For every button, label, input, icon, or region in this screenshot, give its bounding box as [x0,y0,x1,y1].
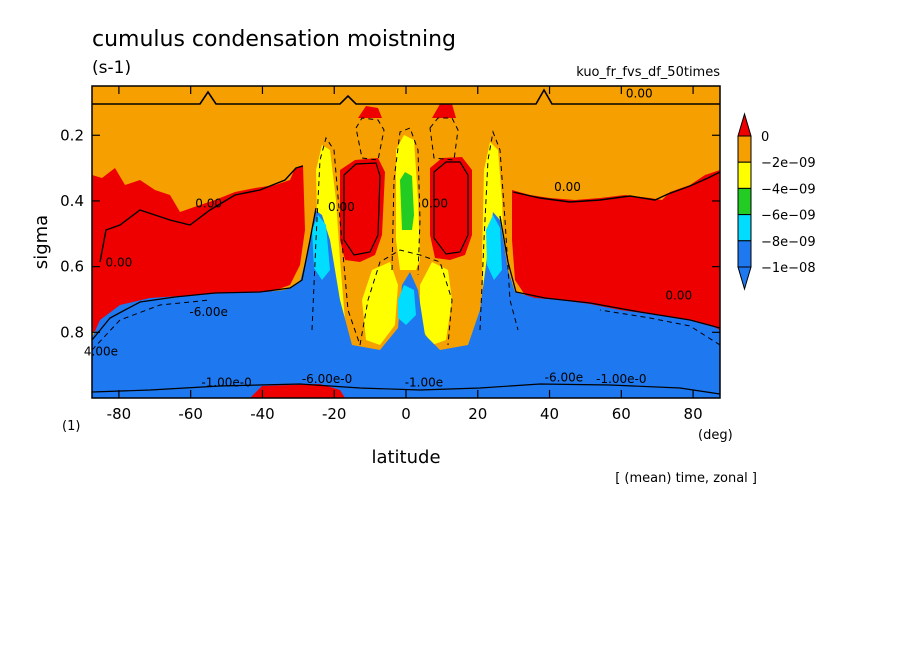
run-name-label: kuo_fr_fvs_df_50times [576,65,720,80]
y-tick-label: 0.2 [60,126,84,144]
contour-label: 4.00e [84,344,118,358]
colorbar-label: −8e−09 [761,235,816,250]
chart-title: cumulus condensation moistning [92,27,456,52]
contour-label: 0.00 [195,197,222,211]
contour-label: -6.00e [189,305,227,319]
contour-zero-left [99,165,304,263]
dashed-contours [92,117,720,351]
contour-cell-left [343,162,381,256]
x-axis-label: latitude [371,447,440,468]
y-tick-label: 0.8 [60,323,84,341]
yellow-blob-center-left [362,262,398,345]
contour-label: 0.00 [626,86,653,100]
x-tick-label: -60 [178,405,203,423]
contour-label: 0.00 [554,180,581,194]
contour-label: -1.00e-0 [201,376,251,390]
colorbar-bottom-arrow [737,266,752,291]
contour-cell-right [433,161,469,255]
red-cap-right [432,104,456,118]
yellow-blob-center-right [420,262,452,345]
colorbar-label: −4e−09 [761,182,816,197]
contour-zero-right [512,171,720,203]
colorbar-swatch [737,161,752,189]
contour-label: -6.00e [545,371,583,385]
colorbar-label: −6e−09 [761,209,816,224]
x-tick-label: 0 [401,405,411,423]
x-axis-ticks: -80 -60 -40 -20 0 20 40 60 80 [107,86,703,423]
colorbar-label: −1e−08 [761,261,816,276]
contour-zero-top [92,88,720,105]
colorbar-swatch [737,135,752,163]
x-tick-label: 20 [468,405,487,423]
red-cell-right [430,157,472,260]
colorbar-swatch [737,240,752,268]
colorbar: 0 −2e−09 −4e−09 −6e−09 −8e−09 −1e−08 [737,112,816,291]
y-axis-label: sigma [31,215,52,269]
cyan-patch-center [398,285,416,325]
x-tick-label: 40 [540,405,559,423]
contour-label: -1.00e-0 [596,372,646,386]
y-tick-label: 0.6 [60,258,84,276]
colorbar-swatch [737,214,752,242]
y-tick-label: 0.4 [60,192,84,210]
red-cell-left [340,158,385,262]
contour-boundary-blue [92,207,720,341]
contour-label: -6.00e-0 [302,372,352,386]
y-axis-ticks: 0.2 0.4 0.6 0.8 [60,126,720,341]
colorbar-label: 0 [761,130,769,145]
red-surface-strip [250,384,345,398]
cyan-patch-left [312,215,330,280]
footnote: [ (mean) time, zonal ] [615,471,757,486]
x-tick-label: -20 [322,405,347,423]
contour-labels: 0.00 0.00 0.00 0.00 0.00 0.00 0.00 -6.00e 4.00e -… [84,86,692,389]
x-tick-label: -40 [250,405,275,423]
contour-label: 0.00 [106,256,133,270]
units-label: (s-1) [92,58,131,78]
y-unit-label: (1) [62,419,80,434]
colorbar-label: −2e−09 [761,156,816,171]
contour-label: -1.00e [405,376,443,390]
contour-label: 0.00 [328,200,355,214]
red-region-left [92,165,305,332]
x-tick-label: 80 [684,405,703,423]
cyan-patch-right [486,215,502,280]
x-unit-label: (deg) [698,428,733,443]
contour-label: 0.00 [665,288,692,302]
red-region-right [512,170,720,330]
colorbar-top-arrow [737,112,752,137]
green-column-center [400,172,414,230]
x-tick-label: 60 [612,405,631,423]
colorbar-swatch [737,187,752,216]
contour-label: 0.00 [421,197,448,211]
contour-bottom [92,383,720,395]
x-tick-label: -80 [107,405,132,423]
contour-field [92,86,720,398]
red-cap-left [358,106,382,118]
